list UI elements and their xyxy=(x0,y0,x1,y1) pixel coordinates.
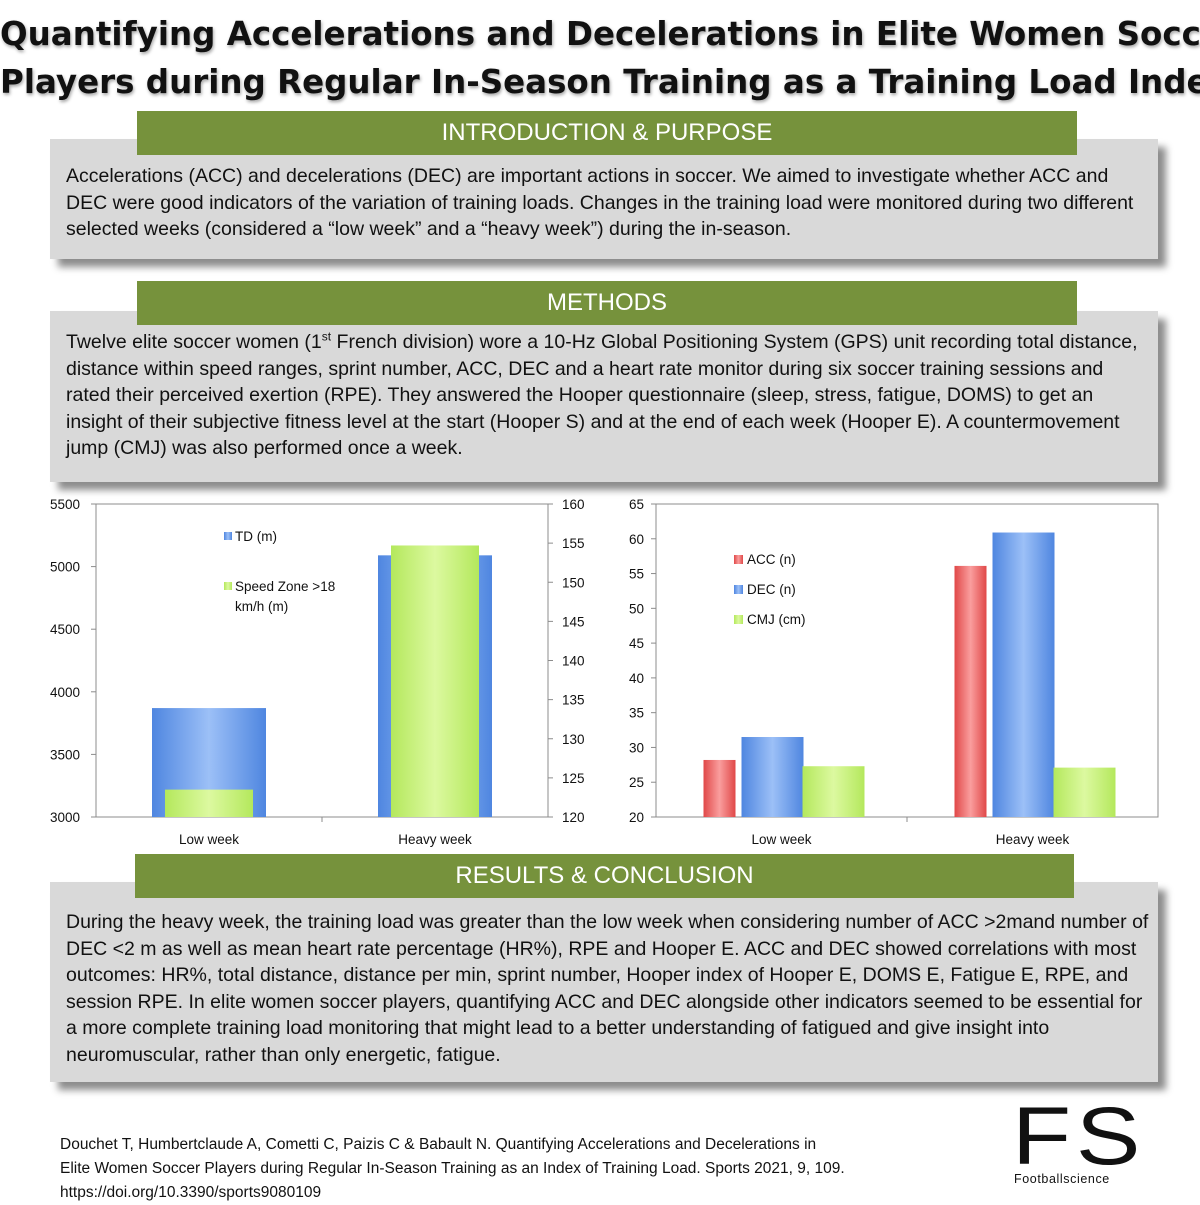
bar-dec-n-heavy-week xyxy=(992,532,1055,817)
acc-dec-chart-labels: 20 25 30 35 40 45 50 55 60 65 Low week Heavy week xyxy=(629,497,1070,847)
bar-speed-zone-low-week xyxy=(165,789,253,817)
y-axis-tick-label: 40 xyxy=(629,671,644,686)
legend-label-acc-n: ACC (n) xyxy=(747,552,796,567)
acc-dec-chart: 20 25 30 35 40 45 50 55 60 65 Low week Heavy week A… xyxy=(629,497,1159,847)
right-axis-tick-label: 135 xyxy=(562,693,585,708)
acc-dec-chart-bars xyxy=(703,532,1116,817)
right-axis-tick-label: 150 xyxy=(562,575,585,590)
bar-cmj-cm-heavy-week xyxy=(1053,767,1116,817)
title-line-1: Quantifying Accelerations and Decelerati… xyxy=(0,15,1200,53)
poster-title: Quantifying Accelerations and Decelerati… xyxy=(0,10,1200,106)
y-axis-tick-label: 20 xyxy=(629,810,644,825)
bar-acc-n-heavy-week xyxy=(954,565,987,817)
y-axis-tick-label: 60 xyxy=(629,532,644,547)
legend-label-dec-n: DEC (n) xyxy=(747,582,796,597)
distance-chart-bars xyxy=(152,545,492,817)
left-axis-tick-label: 5500 xyxy=(50,497,80,512)
y-axis-tick-label: 50 xyxy=(629,601,644,616)
intro-panel xyxy=(50,139,1158,259)
left-axis-tick-label: 4500 xyxy=(50,622,80,637)
bar-dec-n-low-week xyxy=(741,737,804,817)
bar-acc-n-low-week xyxy=(703,759,736,817)
results-text: During the heavy week, the training load… xyxy=(66,911,1149,1066)
y-axis-tick-label: 65 xyxy=(629,497,644,512)
x-axis-label-heavy-week: Heavy week xyxy=(398,832,472,847)
citation-line-1: Douchet T, Humbertclaude A, Cometti C, P… xyxy=(60,1136,817,1153)
distance-chart: 3000 3500 4000 4500 5000 5500 120 125 130 135 140 1… xyxy=(50,497,585,847)
y-axis-tick-label: 30 xyxy=(629,740,644,755)
footballscience-logo: FS Footballscience xyxy=(1012,1096,1162,1192)
citation-doi[interactable]: https://doi.org/10.3390/sports9080109 xyxy=(60,1184,322,1201)
right-axis-tick-label: 130 xyxy=(562,732,585,747)
right-axis-tick-label: 145 xyxy=(562,614,585,629)
citation: Douchet T, Humbertclaude A, Cometti C, P… xyxy=(60,1133,980,1205)
legend-label-cmj-cm: CMJ (cm) xyxy=(747,612,805,627)
legend-td-label: TD (m) xyxy=(235,529,277,544)
methods-text: Twelve elite soccer women (1st French di… xyxy=(66,329,1151,462)
legend-swatch-cmj-cm xyxy=(734,615,743,624)
distance-chart-labels: 3000 3500 4000 4500 5000 5500 120 125 130 135 140 1… xyxy=(50,497,585,847)
x-axis-label-low-week: Low week xyxy=(179,832,239,847)
citation-line-2: Elite Women Soccer Players during Regula… xyxy=(60,1160,845,1177)
left-axis-tick-label: 4000 xyxy=(50,685,80,700)
left-axis-tick-label: 3500 xyxy=(50,747,80,762)
y-axis-tick-label: 35 xyxy=(629,706,644,721)
methods-panel xyxy=(50,311,1158,482)
y-axis-tick-label: 45 xyxy=(629,636,644,651)
methods-text-rest: French division) wore a 10-Hz Global Pos… xyxy=(66,331,1138,459)
right-axis-tick-label: 120 xyxy=(562,810,585,825)
left-axis-tick-label: 3000 xyxy=(50,810,80,825)
legend-td-swatch xyxy=(224,532,232,540)
results-heading: RESULTS & CONCLUSION xyxy=(135,854,1074,898)
intro-text: Accelerations (ACC) and decelerations (D… xyxy=(66,165,1134,240)
legend-speed-label: Speed Zone >18 km/h (m) xyxy=(235,579,335,614)
methods-text-start: Twelve elite soccer women (1 xyxy=(66,331,322,353)
x-axis-label-low-week: Low week xyxy=(751,832,811,847)
methods-heading: METHODS xyxy=(137,281,1077,325)
right-axis-tick-label: 140 xyxy=(562,654,585,669)
left-axis-tick-label: 5000 xyxy=(50,560,80,575)
right-axis-tick-label: 155 xyxy=(562,536,585,551)
title-line-2: Players during Regular In-Season Trainin… xyxy=(0,63,1200,101)
x-axis-label-heavy-week: Heavy week xyxy=(996,832,1070,847)
right-axis-tick-label: 125 xyxy=(562,771,585,786)
legend-swatch-dec-n xyxy=(734,585,743,594)
legend-swatch-acc-n xyxy=(734,555,743,564)
y-axis-tick-label: 25 xyxy=(629,775,644,790)
logo-letters: FS xyxy=(1012,1091,1146,1182)
bar-cmj-cm-low-week xyxy=(802,766,865,817)
methods-superscript: st xyxy=(321,329,332,344)
results-panel xyxy=(50,882,1158,1082)
legend-speed-swatch xyxy=(224,582,232,590)
bar-speed-zone-heavy-week xyxy=(391,545,479,817)
logo-name: Footballscience xyxy=(1014,1172,1110,1186)
right-axis-tick-label: 160 xyxy=(562,497,585,512)
intro-heading: INTRODUCTION & PURPOSE xyxy=(137,111,1077,155)
y-axis-tick-label: 55 xyxy=(629,567,644,582)
acc-dec-chart-legend: ACC (n) DEC (n) CMJ (cm) xyxy=(734,552,805,627)
distance-chart-legend: TD (m) Speed Zone >18 km/h (m) xyxy=(224,529,335,614)
